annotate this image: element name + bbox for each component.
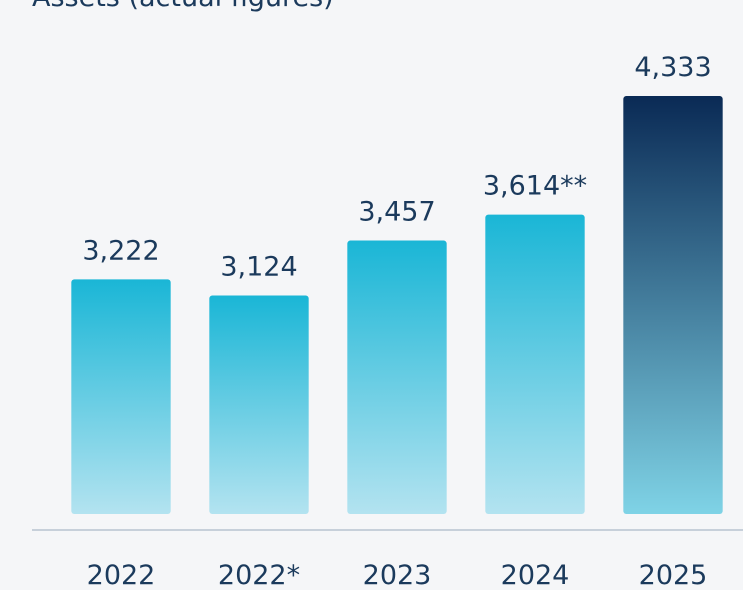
value-label: 3,457 [358,197,435,228]
bar [623,96,723,514]
x-tick-label: 2025 [639,560,708,590]
bar [209,295,309,514]
value-label: 3,124 [220,252,297,283]
bar [71,279,171,514]
bar [347,240,447,514]
x-tick-label: 2022 [87,560,156,590]
value-label: 3,222 [82,235,159,266]
chart-title: Assets (actual figures) [32,0,334,13]
bar [485,214,585,514]
x-tick-label: 2023 [363,560,432,590]
value-label: 4,333 [634,52,711,83]
value-label: 3,614** [483,171,587,202]
x-tick-label: 2022* [218,560,300,590]
x-tick-label: 2024 [501,560,570,590]
